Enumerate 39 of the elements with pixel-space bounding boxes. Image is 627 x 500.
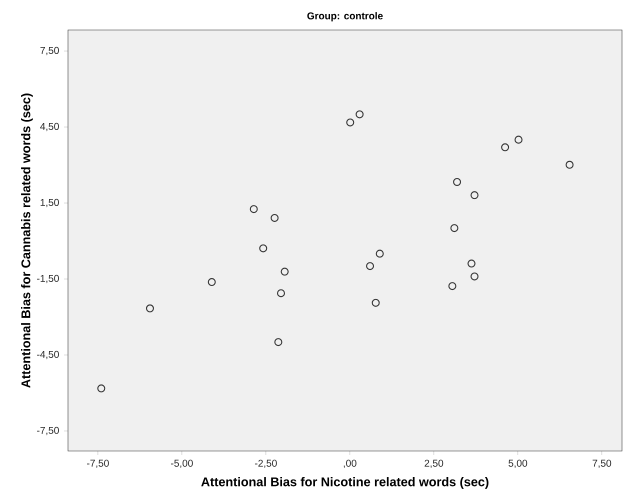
point xyxy=(97,384,106,392)
point xyxy=(514,136,523,144)
x-tick-label: -2,50 xyxy=(254,460,277,468)
y-tick-label: 4,50 xyxy=(40,122,59,132)
point xyxy=(277,289,286,298)
point xyxy=(270,214,279,222)
x-tick-label: 5,00 xyxy=(508,460,528,468)
point xyxy=(376,250,384,258)
point xyxy=(274,338,282,346)
point xyxy=(356,110,364,118)
x-tick-label: 7,50 xyxy=(592,460,612,468)
point xyxy=(372,298,380,307)
x-tick-label: -5,00 xyxy=(170,460,193,468)
point xyxy=(208,278,216,286)
y-axis-title: Attentional Bias for Cannabis related words (sec) xyxy=(21,94,33,388)
x-tick-label: 2,50 xyxy=(424,460,444,468)
point xyxy=(146,304,154,312)
point xyxy=(566,160,574,169)
point xyxy=(470,272,479,280)
x-axis-title: Attentional Bias for Nicotine related words (sec) xyxy=(201,477,488,489)
y-tick-label: -7,50 xyxy=(37,426,59,436)
y-tick-label: 1,50 xyxy=(40,198,59,208)
point xyxy=(470,191,479,200)
point xyxy=(250,205,258,214)
point xyxy=(453,178,462,186)
point xyxy=(366,262,374,270)
x-tick-label: -7,50 xyxy=(86,460,109,468)
y-tick-label: -4,50 xyxy=(37,350,59,360)
point xyxy=(259,244,268,252)
point xyxy=(448,282,456,290)
point xyxy=(346,118,354,126)
point xyxy=(467,260,476,268)
chart-title: Group: controle xyxy=(307,12,383,22)
point xyxy=(450,224,458,232)
y-tick-label: 7,50 xyxy=(40,46,59,56)
point xyxy=(280,268,289,276)
point xyxy=(501,143,510,152)
x-tick-label: ,00 xyxy=(344,460,356,468)
y-tick-label: -1,50 xyxy=(37,274,59,284)
